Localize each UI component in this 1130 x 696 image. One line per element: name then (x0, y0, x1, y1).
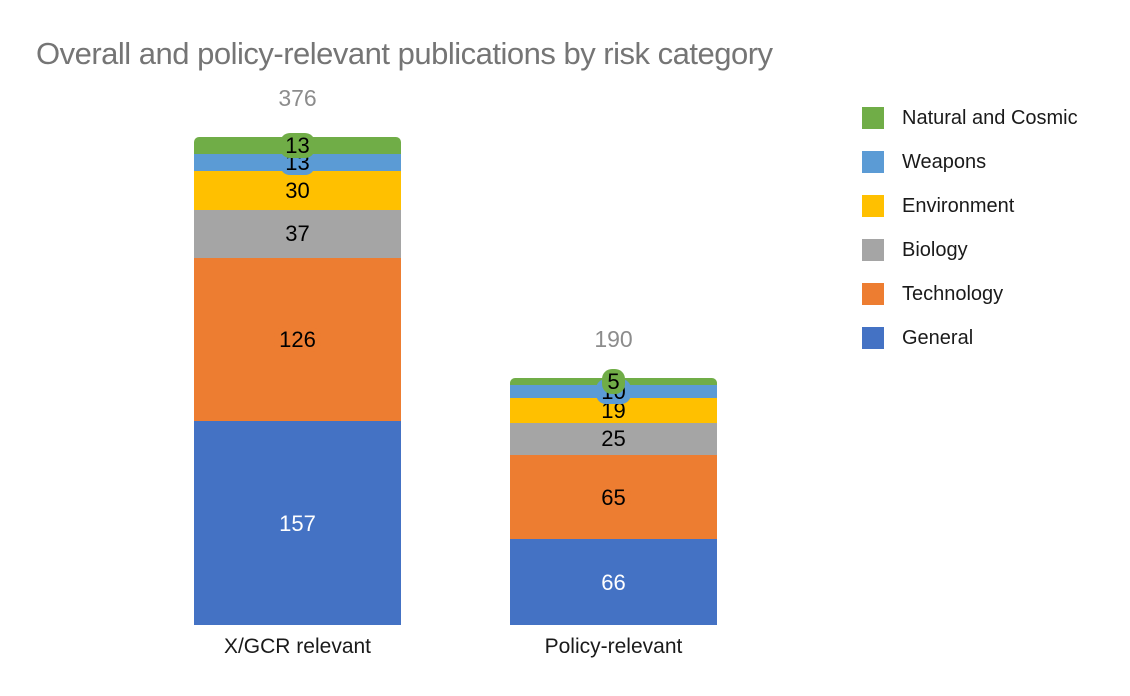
segment-value-label: 5 (602, 369, 625, 395)
legend: Natural and Cosmic Weapons Environment Biol… (862, 96, 1078, 360)
segment-value-label: 65 (596, 484, 631, 510)
legend-swatch-icon (862, 195, 884, 217)
legend-item: General (862, 316, 1078, 360)
bar-segment: 37 (194, 209, 401, 258)
legend-label: Biology (902, 238, 968, 261)
bar-segment: 13 (194, 132, 401, 158)
legend-swatch-icon (862, 151, 884, 173)
legend-label: Environment (902, 194, 1015, 217)
bar-segment: 65 (510, 454, 717, 540)
bar-segment: 5 (510, 369, 717, 395)
bar-column: 157 126 37 30 13 13 376 X/GCR relevant (194, 85, 401, 658)
bar-total-label: 190 (594, 326, 633, 353)
segment-value-label: 157 (274, 510, 321, 536)
legend-swatch-icon (862, 327, 884, 349)
bar-segment: 157 (194, 421, 401, 625)
legend-swatch-icon (862, 239, 884, 261)
legend-label: Natural and Cosmic (902, 106, 1078, 129)
chart-title: Overall and policy-relevant publications… (36, 36, 773, 71)
bar-column: 66652519105190Policy-relevant (510, 326, 717, 658)
segment-value-label: 37 (280, 221, 315, 247)
segment-value-label: 13 (280, 132, 315, 158)
category-axis-label: X/GCR relevant (223, 635, 372, 658)
legend-item: Weapons (862, 140, 1078, 184)
legend-label: General (902, 326, 974, 349)
segment-value-label: 66 (596, 569, 631, 595)
bar-segment: 66 (510, 539, 717, 625)
bar-total-label: 376 (278, 85, 317, 112)
bar-segment: 126 (194, 257, 401, 422)
segment-value-label: 25 (596, 426, 631, 452)
legend-item: Technology (862, 272, 1078, 316)
legend-item: Biology (862, 228, 1078, 272)
legend-label: Weapons (902, 150, 987, 173)
bar-segment: 30 (194, 170, 401, 210)
legend-swatch-icon (862, 283, 884, 305)
category-axis-label: Policy-relevant (544, 635, 683, 658)
legend-swatch-icon (862, 107, 884, 129)
legend-item: Natural and Cosmic (862, 96, 1078, 140)
legend-item: Environment (862, 184, 1078, 228)
legend-label: Technology (902, 282, 1004, 305)
segment-value-label: 126 (274, 326, 321, 352)
bar-segment: 25 (510, 422, 717, 455)
segment-value-label: 30 (280, 177, 315, 203)
